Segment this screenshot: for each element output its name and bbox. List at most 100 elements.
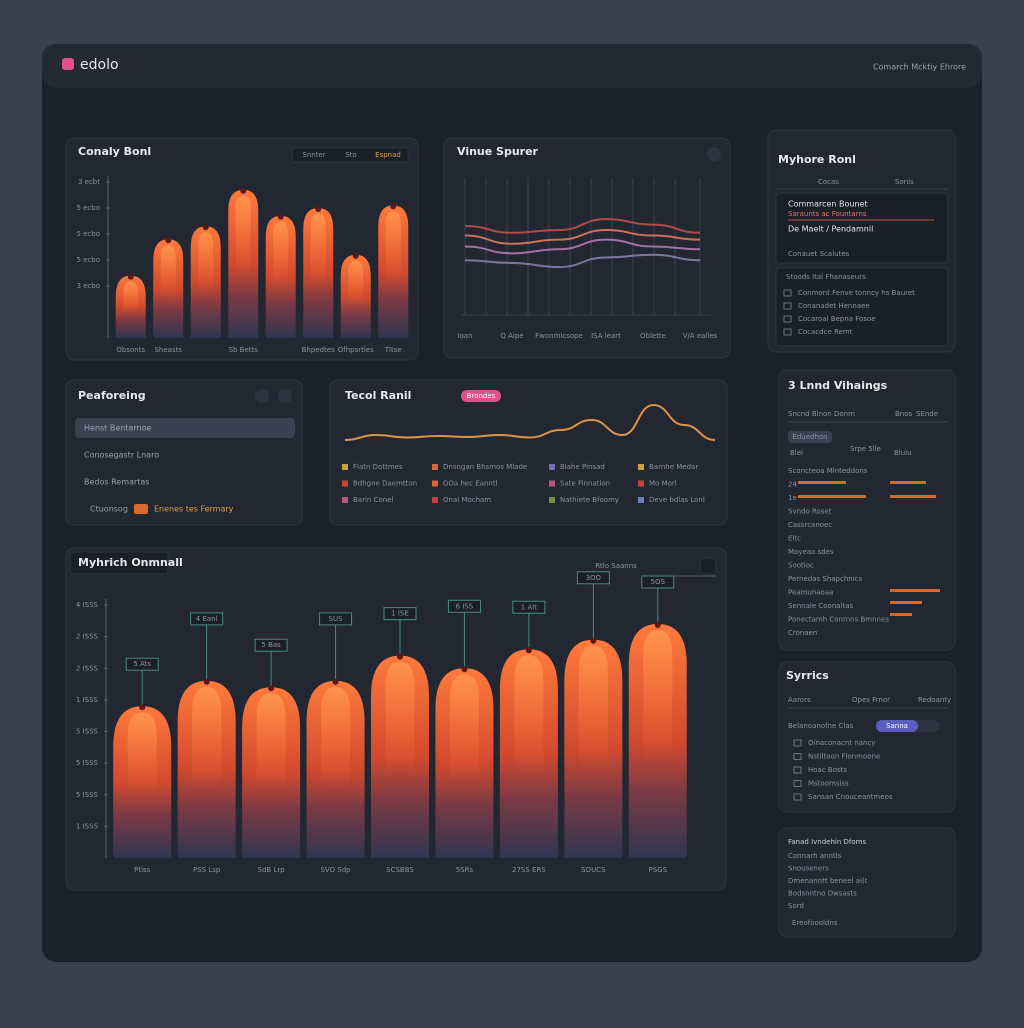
legend-label: Bdhgne Daemtton: [353, 480, 417, 488]
x-tick-label: Sb Betts: [229, 346, 259, 354]
list-row: Peamunaoaa: [788, 589, 833, 597]
annotation: 5OS: [651, 578, 666, 586]
bar-glow: [321, 686, 351, 788]
toggle-text[interactable]: Sanna: [886, 722, 908, 730]
row[interactable]: Bedos Remartas: [84, 478, 149, 487]
legend-label: Barnhe Medar: [649, 463, 698, 471]
legend-swatch: [342, 497, 348, 503]
tab[interactable]: Redoanty: [918, 696, 951, 704]
legend-swatch: [549, 497, 555, 503]
list-row: Svndo Roset: [788, 508, 832, 516]
bar-glow: [123, 281, 139, 314]
row[interactable]: Henst Bentarnoe: [84, 424, 151, 433]
progress-bars: [798, 481, 940, 616]
card-line: De Maelt / Pendamnil: [788, 225, 873, 234]
tab[interactable]: Opes Frnor: [852, 696, 890, 704]
annotation-box: [512, 600, 546, 614]
row[interactable]: Ctuonsog: [90, 505, 128, 514]
icon-button[interactable]: [278, 389, 292, 403]
title-box: [69, 551, 169, 575]
icon-button[interactable]: [699, 557, 717, 575]
bullet: [783, 289, 792, 297]
x-tick-label: 5SRs: [456, 866, 474, 874]
control[interactable]: Sto: [345, 151, 356, 159]
control[interactable]: Espnad: [375, 151, 401, 159]
panel-title: Fanad Ivndehin Dfoms: [788, 838, 866, 846]
icon-button[interactable]: [707, 147, 721, 161]
list-row: Bodsnntno Dwsasts: [788, 890, 857, 898]
row[interactable]: Conosegastr Lnaro: [84, 451, 159, 460]
bar-glow: [449, 674, 479, 783]
bullet: [783, 315, 792, 323]
annotation: 1 Alt: [521, 603, 537, 611]
row-selected[interactable]: [75, 418, 295, 438]
control[interactable]: Rtlo Saanns: [595, 562, 637, 570]
annotation-box: [447, 599, 481, 613]
x-tick-label: Tltse: [384, 346, 402, 354]
x-tick-label: Obsonts: [116, 346, 145, 354]
list-row: Mstoomsiss: [808, 780, 849, 788]
legend-swatch: [432, 480, 438, 487]
legend-label: Nathiete Bfoomy: [560, 496, 619, 504]
footer-link[interactable]: Ereofoooldns: [792, 919, 838, 927]
bar-glow: [235, 195, 251, 279]
header: [42, 44, 982, 88]
bar-glow: [198, 232, 214, 294]
panel-title: Myhrich Onmnall: [78, 556, 183, 569]
list-row: Dmenanntt beneel ai(t: [788, 877, 868, 885]
bullet: [793, 739, 802, 747]
bullet: [793, 780, 802, 787]
bar-glow: [385, 661, 415, 778]
list-row: Pernedas Shapchnics: [788, 575, 863, 583]
list-row: 24: [788, 481, 797, 489]
x-tick-label: SOUCS: [581, 866, 606, 874]
tab[interactable]: Aarors: [788, 696, 811, 704]
tab[interactable]: Sonis: [895, 178, 914, 186]
bar-cap: [139, 704, 146, 711]
legend-label: Blahe Pinsad: [560, 463, 605, 471]
bullet: [783, 328, 792, 336]
panel-title: Myhore Ronl: [778, 153, 856, 166]
bullet: [793, 753, 802, 760]
subtitle: Stoods Ital Fhanaseurs: [786, 273, 866, 281]
x-tick-label: ISA leart: [591, 332, 621, 340]
tag-icon: [134, 504, 148, 514]
y-tick-label: 4 ISSS: [76, 601, 99, 609]
bullet: [793, 793, 802, 801]
control[interactable]: Snnter: [302, 151, 325, 159]
tab[interactable]: Cocas: [818, 178, 839, 186]
panel-title: 3 Lnnd Vihaings: [788, 379, 888, 392]
legend-label: Sate Finnation: [560, 480, 610, 488]
col: Blulu: [894, 449, 912, 457]
legend-swatch: [432, 497, 438, 503]
x-tick-label: 27SS ERS: [512, 866, 546, 874]
head: SEnde: [916, 410, 938, 418]
x-tick-label: SVO Sdp: [320, 866, 351, 874]
card: [775, 267, 949, 347]
bar-glow: [273, 221, 289, 290]
bar-cap: [332, 678, 339, 685]
bar-cap: [390, 203, 397, 210]
controls[interactable]: [291, 147, 409, 163]
bar-cap: [202, 224, 209, 231]
list-row: Cronaen: [788, 629, 817, 637]
annotation: 6 ISS: [456, 602, 474, 610]
col: Srpe 5lle: [850, 445, 881, 453]
bar-cap: [397, 653, 403, 660]
toggle-on[interactable]: [876, 720, 918, 732]
y-tick-label: 1 ISSS: [76, 696, 99, 704]
x-tick-label: PSGS: [649, 866, 668, 874]
bar-cap: [277, 213, 284, 220]
icon-button[interactable]: [255, 389, 269, 403]
chip[interactable]: [788, 431, 832, 443]
bar-glow: [514, 655, 544, 775]
chip-text[interactable]: Eduedhon: [792, 433, 827, 441]
bullet: [783, 302, 792, 310]
head: Sncnd Blnon Donm: [788, 410, 855, 418]
tag: Enenes tes Fermary: [154, 505, 234, 514]
col: Blel: [790, 449, 803, 457]
legend-label: Onal Mocham: [443, 496, 491, 504]
panel: [65, 379, 303, 526]
list-row: Sennale Coonaltas: [788, 602, 854, 610]
